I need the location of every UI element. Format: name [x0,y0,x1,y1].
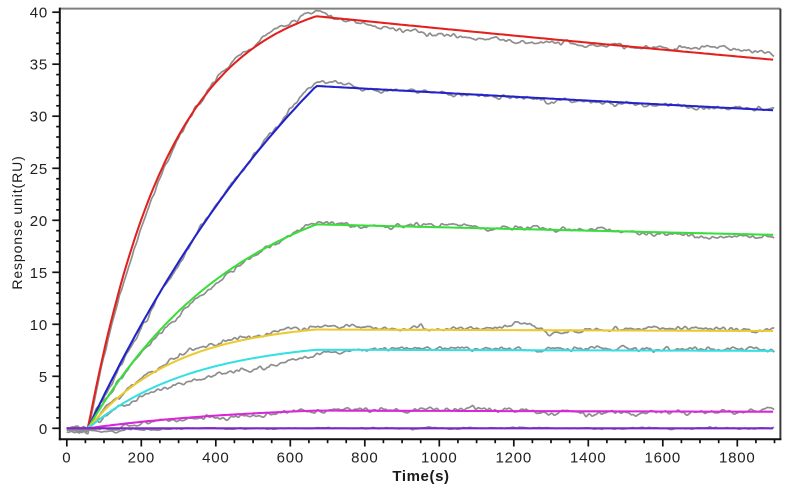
svg-text:1800: 1800 [719,449,756,466]
svg-text:0: 0 [39,421,48,438]
svg-text:Response unit(RU): Response unit(RU) [9,155,25,289]
svg-text:200: 200 [128,449,155,466]
svg-text:1400: 1400 [570,449,607,466]
svg-text:800: 800 [351,449,378,466]
svg-text:Time(s): Time(s) [392,468,449,485]
svg-text:40: 40 [30,5,48,22]
svg-text:25: 25 [30,161,48,178]
svg-text:1600: 1600 [645,449,682,466]
svg-text:15: 15 [30,265,48,282]
svg-text:5: 5 [39,369,48,386]
svg-text:600: 600 [277,449,304,466]
svg-text:1200: 1200 [496,449,533,466]
svg-text:10: 10 [30,317,48,334]
svg-text:400: 400 [202,449,229,466]
svg-text:1000: 1000 [421,449,458,466]
svg-text:35: 35 [30,57,48,74]
svg-text:30: 30 [30,109,48,126]
svg-text:20: 20 [30,213,48,230]
svg-text:0: 0 [62,449,71,466]
